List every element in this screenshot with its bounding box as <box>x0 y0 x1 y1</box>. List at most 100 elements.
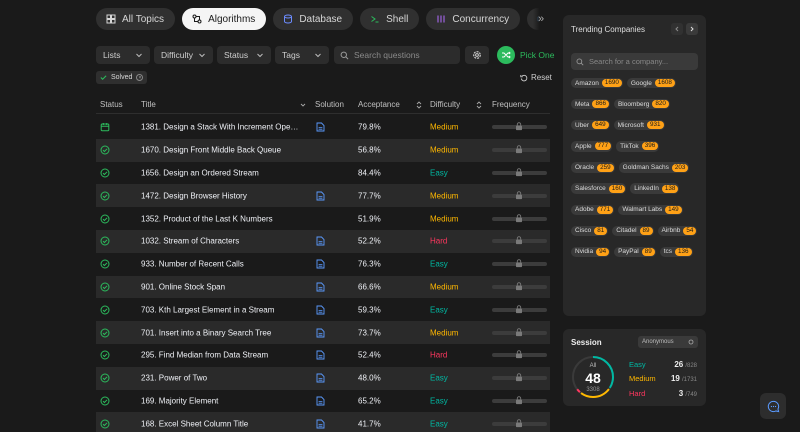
table-row[interactable]: 1381. Design a Stack With Increment Oper… <box>96 116 550 139</box>
topic-tab-shell[interactable]: Shell <box>360 8 420 30</box>
company-tag[interactable]: Uber 649 <box>571 120 610 131</box>
problem-title-link[interactable]: 295. Find Median from Data Stream <box>141 350 269 360</box>
solution-article-icon[interactable] <box>316 305 325 315</box>
feedback-button[interactable] <box>760 393 786 419</box>
company-tag[interactable]: Microsoft 931 <box>613 120 665 131</box>
company-tag[interactable]: Nvidia 94 <box>571 246 611 258</box>
table-row[interactable]: 1656. Design an Ordered Stream 84.4% Eas… <box>96 162 550 185</box>
company-tag[interactable]: Goldman Sachs 203 <box>618 162 690 173</box>
lock-icon[interactable] <box>515 350 523 359</box>
table-row[interactable]: 231. Power of Two 48.0% Easy <box>96 366 550 390</box>
company-tag[interactable]: Amazon 1690 <box>571 78 623 89</box>
table-row[interactable]: 1472. Design Browser History 77.7% Mediu… <box>96 184 550 208</box>
status-dropdown[interactable]: Status <box>217 46 271 64</box>
company-tag[interactable]: PayPal 89 <box>614 246 656 258</box>
problem-title-link[interactable]: 169. Majority Element <box>141 396 219 406</box>
table-row[interactable]: 703. Kth Largest Element in a Stream 59.… <box>96 298 550 321</box>
difficulty-dropdown[interactable]: Difficulty <box>154 46 213 64</box>
settings-button[interactable] <box>465 46 489 64</box>
question-search-input[interactable] <box>354 50 454 60</box>
lock-icon[interactable] <box>515 282 523 291</box>
problem-title-link[interactable]: 703. Kth Largest Element in a Stream <box>141 305 275 315</box>
table-row[interactable]: 701. Insert into a Binary Search Tree 73… <box>96 321 550 344</box>
problem-title-link[interactable]: 1670. Design Front Middle Back Queue <box>141 145 282 155</box>
pick-one-button[interactable]: Pick One <box>497 45 555 65</box>
lock-icon[interactable] <box>515 327 523 336</box>
lists-dropdown[interactable]: Lists <box>96 46 150 64</box>
solved-filter-chip[interactable]: Solved × <box>96 71 148 84</box>
problem-title-link[interactable]: 1381. Design a Stack With Increment Oper… <box>141 122 301 132</box>
sort-icon[interactable] <box>416 101 422 109</box>
topic-tab-algorithms[interactable]: Algorithms <box>182 8 267 30</box>
problem-title-link[interactable]: 1656. Design an Ordered Stream <box>141 168 259 178</box>
solution-article-icon[interactable] <box>316 350 325 360</box>
topics-scroll-right-button[interactable]: » <box>533 8 549 30</box>
table-row[interactable]: 1670. Design Front Middle Back Queue 56.… <box>96 138 550 162</box>
title-column-header[interactable]: Title <box>141 100 156 109</box>
company-tag[interactable]: Google 1608 <box>626 78 676 89</box>
table-row[interactable]: 933. Number of Recent Calls 76.3% Easy <box>96 253 550 276</box>
company-tag[interactable]: Oracle 259 <box>571 162 615 173</box>
topic-tab-database[interactable]: Database <box>273 8 354 30</box>
remove-filter-icon[interactable]: × <box>136 74 144 81</box>
lock-icon[interactable] <box>515 259 523 268</box>
reset-button[interactable]: Reset <box>520 73 552 82</box>
solution-article-icon[interactable] <box>316 328 325 338</box>
problem-title-link[interactable]: 1352. Product of the Last K Numbers <box>141 214 273 224</box>
table-row[interactable]: 169. Majority Element 65.2% Easy <box>96 390 550 413</box>
acceptance-column-header[interactable]: Acceptance <box>358 100 400 109</box>
table-row[interactable]: 295. Find Median from Data Stream 52.4% … <box>96 344 550 367</box>
problem-title-link[interactable]: 168. Excel Sheet Column Title <box>141 419 249 429</box>
table-row[interactable]: 901. Online Stock Span 66.6% Medium <box>96 275 550 299</box>
tags-dropdown[interactable]: Tags <box>275 46 329 64</box>
lock-icon[interactable] <box>515 145 523 154</box>
topic-tab-concurrency[interactable]: Concurrency <box>426 8 521 30</box>
company-tag[interactable]: TikTok 396 <box>616 141 660 152</box>
problem-title-link[interactable]: 1032. Stream of Characters <box>141 236 240 246</box>
company-tag[interactable]: Airbnb 54 <box>657 225 698 236</box>
company-tag[interactable]: Citadel 89 <box>612 225 654 236</box>
company-tag[interactable]: Walmart Labs 149 <box>618 204 683 215</box>
next-page-button[interactable] <box>686 23 698 35</box>
solution-article-icon[interactable] <box>316 419 325 429</box>
solution-article-icon[interactable] <box>316 396 325 406</box>
company-tag[interactable]: Cisco 81 <box>571 225 609 236</box>
company-search-input[interactable] <box>589 57 689 66</box>
lock-icon[interactable] <box>515 396 523 405</box>
solution-article-icon[interactable] <box>316 373 325 383</box>
lock-icon[interactable] <box>515 236 523 245</box>
company-tag[interactable]: tcs 136 <box>659 246 693 258</box>
previous-page-button[interactable] <box>671 23 683 35</box>
problem-title-link[interactable]: 231. Power of Two <box>141 373 208 383</box>
frequency-column-header[interactable]: Frequency <box>492 100 530 109</box>
table-row[interactable]: 168. Excel Sheet Column Title 41.7% Easy <box>96 412 550 432</box>
difficulty-column-header[interactable]: Difficulty <box>430 100 461 109</box>
company-tag[interactable]: Adobe 771 <box>571 204 615 215</box>
table-row[interactable]: 1032. Stream of Characters 52.2% Hard <box>96 229 550 253</box>
company-tag[interactable]: Meta 866 <box>571 99 610 110</box>
lock-icon[interactable] <box>515 213 523 222</box>
lock-icon[interactable] <box>515 305 523 314</box>
solution-article-icon[interactable] <box>316 259 325 269</box>
lock-icon[interactable] <box>515 419 523 428</box>
session-selector[interactable]: Anonymous <box>638 336 698 348</box>
problem-title-link[interactable]: 1472. Design Browser History <box>141 191 247 201</box>
problem-title-link[interactable]: 701. Insert into a Binary Search Tree <box>141 328 272 338</box>
sort-icon[interactable] <box>300 102 306 108</box>
company-tag[interactable]: Bloomberg 820 <box>613 99 670 110</box>
solution-article-icon[interactable] <box>316 122 325 132</box>
solution-article-icon[interactable] <box>316 282 325 292</box>
company-tag[interactable]: Apple 777 <box>571 141 613 152</box>
problem-title-link[interactable]: 901. Online Stock Span <box>141 282 226 292</box>
lock-icon[interactable] <box>515 373 523 382</box>
lock-icon[interactable] <box>515 191 523 200</box>
solution-article-icon[interactable] <box>316 236 325 246</box>
company-tag[interactable]: Salesforce 160 <box>571 183 627 194</box>
topic-tab-all-topics[interactable]: All Topics <box>96 8 176 30</box>
lock-icon[interactable] <box>515 168 523 177</box>
table-row[interactable]: 1352. Product of the Last K Numbers 51.9… <box>96 207 550 230</box>
sort-icon[interactable] <box>476 101 482 109</box>
solution-article-icon[interactable] <box>316 191 325 201</box>
problem-title-link[interactable]: 933. Number of Recent Calls <box>141 259 244 269</box>
lock-icon[interactable] <box>515 122 523 131</box>
